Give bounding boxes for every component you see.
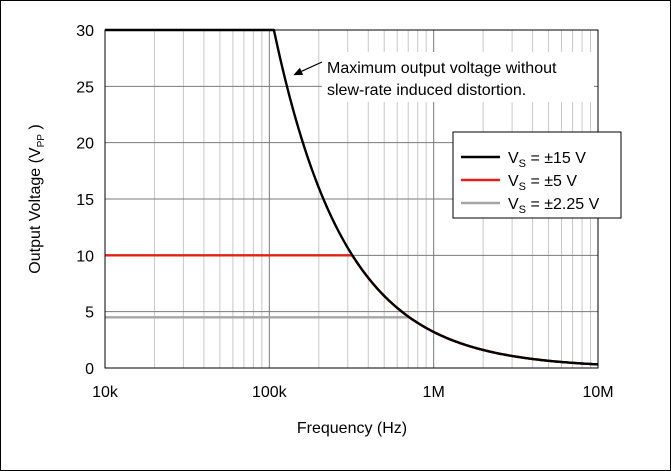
annotation: Maximum output voltage without slew-rate… (293, 52, 594, 102)
x-tick-label: 1M (423, 384, 445, 401)
y-axis-label-main: Output Voltage (V (27, 147, 44, 274)
legend-label: VS = ±15 V (508, 150, 586, 170)
y-tick-label: 30 (76, 23, 94, 40)
legend-entries: VS = ±15 V VS = ±5 V VS = ±2.25 V (461, 150, 600, 216)
legend-label: VS = ±5 V (508, 173, 577, 193)
annotation-line-2: slew-rate induced distortion. (327, 82, 526, 99)
y-tick-label: 20 (76, 136, 94, 153)
y-tick-label: 5 (85, 305, 94, 322)
x-axis-label: Frequency (Hz) (297, 420, 407, 437)
legend-label: VS = ±2.25 V (508, 196, 600, 216)
y-tick-label: 10 (76, 248, 94, 265)
y-tick-label: 0 (85, 361, 94, 378)
y-axis-label-sub: PP (36, 134, 47, 148)
x-tick-label: 10M (582, 384, 613, 401)
annotation-arrow-head (293, 67, 304, 76)
x-tick-label: 10k (92, 384, 119, 401)
y-axis-label-close: ) (27, 124, 44, 134)
y-tick-labels: 0 5 10 15 20 25 30 (76, 23, 94, 378)
y-axis-label: Output Voltage (VPP ) (27, 124, 47, 273)
legend: VS = ±15 V VS = ±5 V VS = ±2.25 V (452, 131, 622, 219)
x-tick-label: 100k (252, 384, 288, 401)
annotation-arrow-line (301, 61, 323, 72)
x-tick-labels: 10k 100k 1M 10M (92, 384, 613, 401)
y-tick-label: 15 (76, 192, 94, 209)
y-tick-label: 25 (76, 79, 94, 96)
annotation-background (322, 52, 594, 102)
annotation-line-1: Maximum output voltage without (327, 60, 557, 77)
